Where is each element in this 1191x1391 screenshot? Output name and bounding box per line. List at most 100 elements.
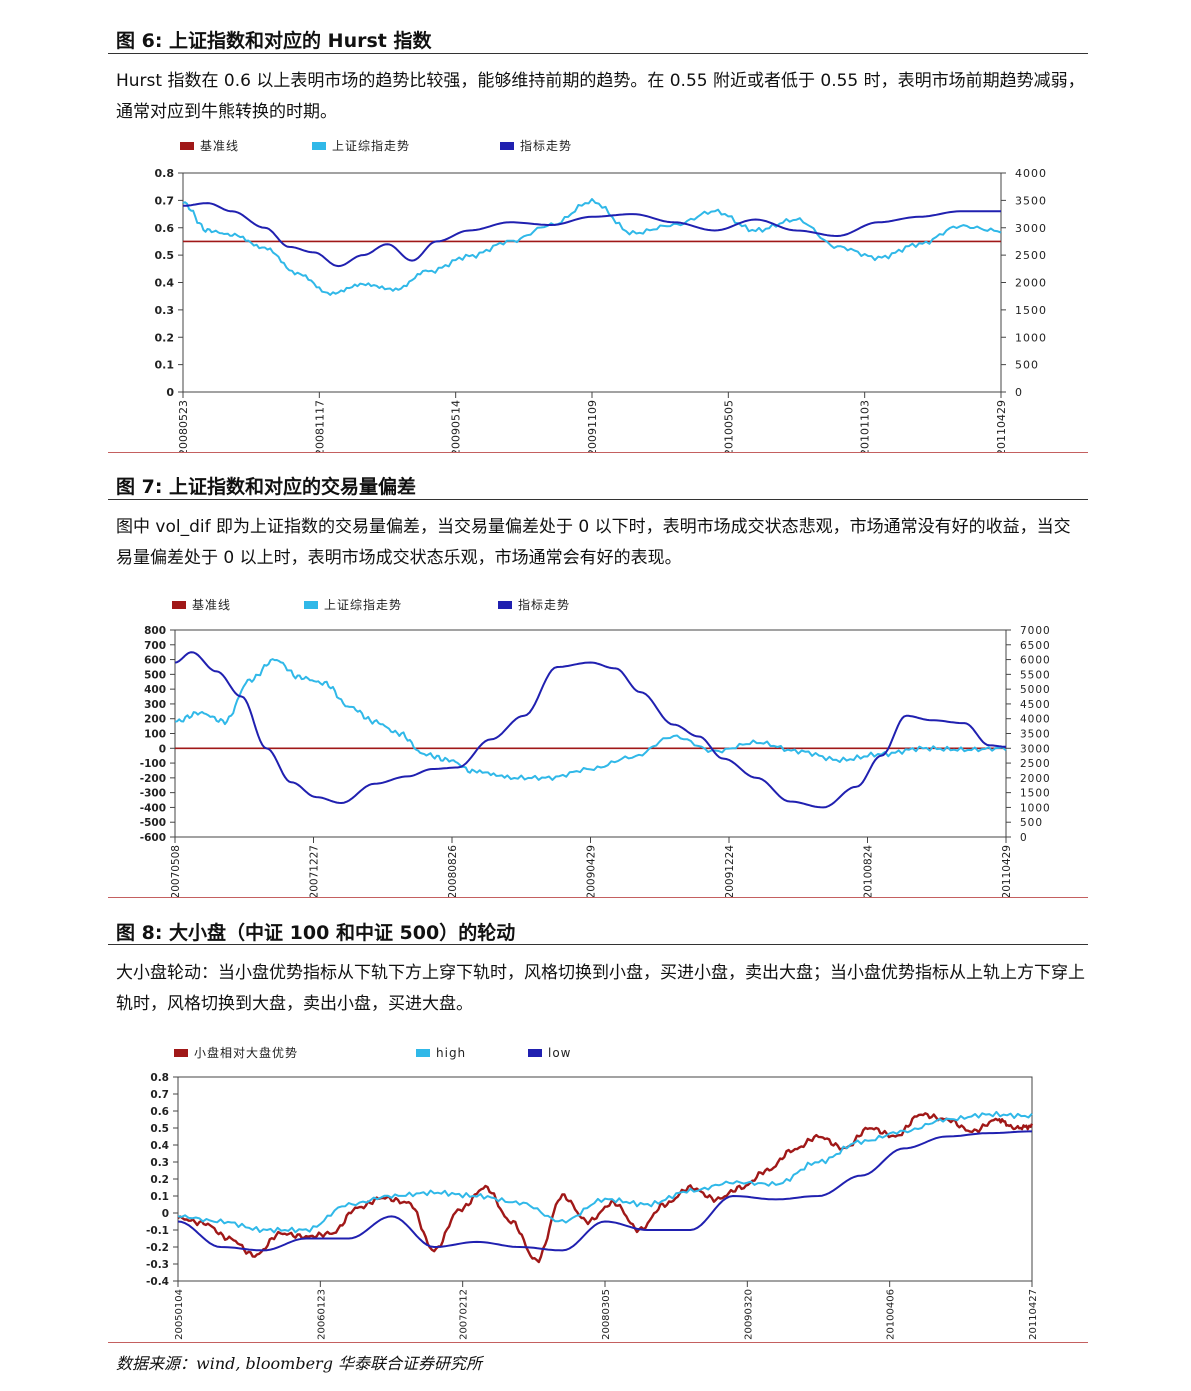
x-tick-label: 20090320 xyxy=(743,1289,754,1340)
figure-6-bottom-rule xyxy=(108,452,1088,453)
y-right-tick-label: 4500 xyxy=(1020,699,1051,711)
legend-label-0: 基准线 xyxy=(200,139,239,153)
x-tick-label: 20071227 xyxy=(309,845,321,898)
y-left-tick-label: -300 xyxy=(140,788,166,800)
y-left-tick-label: 0.3 xyxy=(155,304,175,317)
y-left-tick-label: 0 xyxy=(166,386,174,399)
y-right-tick-label: 3000 xyxy=(1015,222,1047,235)
series-line-1 xyxy=(182,198,1002,296)
x-tick-label: 20080523 xyxy=(177,400,190,452)
legend-label-1: 上证综指走势 xyxy=(332,138,410,153)
legend-label-2: low xyxy=(548,1046,572,1060)
x-tick-label: 20050104 xyxy=(174,1289,185,1340)
y-left-tick-label: -200 xyxy=(140,773,166,785)
data-source-note: 数据来源：wind, bloomberg 华泰联合证券研究所 xyxy=(116,1354,483,1373)
x-tick-label: 20080305 xyxy=(601,1289,612,1340)
y-right-tick-label: 500 xyxy=(1020,817,1043,829)
volume-deviation-chart: 基准线 上证综指走势 指标走势8007006005004003002001000-1… xyxy=(140,597,1051,898)
y-left-tick-label: 0 xyxy=(162,1208,169,1220)
y-right-tick-label: 3500 xyxy=(1020,729,1051,741)
y-left-tick-label: 0.1 xyxy=(150,1191,169,1203)
y-left-tick-label: -0.3 xyxy=(146,1259,169,1271)
y-left-tick-label: -0.1 xyxy=(146,1225,169,1237)
y-right-tick-label: 0 xyxy=(1020,832,1028,844)
x-tick-label: 20110427 xyxy=(1028,1289,1039,1340)
legend-swatch-1 xyxy=(304,601,318,609)
y-left-tick-label: 700 xyxy=(144,640,166,652)
y-right-tick-label: 6500 xyxy=(1020,640,1051,652)
series-line-1 xyxy=(177,1110,1033,1234)
y-left-tick-label: 800 xyxy=(144,625,166,637)
y-left-tick-label: -400 xyxy=(140,802,166,814)
y-right-tick-label: 2000 xyxy=(1015,277,1047,290)
size-rotation-chart: 小盘相对大盘优势 high low 0.8 0.7 0.6 0.5 0.4 0.3 0.2 0.1 0… xyxy=(146,1045,1039,1340)
plot-frame xyxy=(182,172,1002,393)
figure-8-title-rule xyxy=(108,944,1088,945)
x-tick-label: 20060123 xyxy=(316,1289,327,1340)
figure-8-title: 图 8: 大小盘（中证 100 和中证 500）的轮动 xyxy=(116,922,516,944)
legend-swatch-0 xyxy=(174,1049,188,1057)
y-right-tick-label: 3500 xyxy=(1015,194,1047,207)
y-left-tick-label: -500 xyxy=(140,817,166,829)
x-tick-label: 20100406 xyxy=(886,1289,897,1340)
y-left-tick-label: 0.4 xyxy=(150,1140,169,1152)
x-tick-label: 20090429 xyxy=(586,845,598,898)
series-line-2 xyxy=(177,1130,1032,1252)
y-left-tick-label: 100 xyxy=(144,729,166,741)
series-line-2 xyxy=(174,651,1006,809)
y-right-tick-label: 2000 xyxy=(1020,773,1051,785)
y-right-tick-label: 2500 xyxy=(1015,249,1047,262)
figure-6-title: 图 6: 上证指数和对应的 Hurst 指数 xyxy=(116,30,432,52)
x-tick-label: 20081117 xyxy=(313,400,326,452)
y-right-tick-label: 1000 xyxy=(1015,331,1047,344)
y-left-tick-label: 0.7 xyxy=(155,194,175,207)
y-right-tick-label: 3000 xyxy=(1020,743,1051,755)
x-tick-label: 20100505 xyxy=(722,400,735,452)
x-tick-label: 20090514 xyxy=(450,400,463,452)
y-left-tick-label: 0 xyxy=(159,743,166,755)
y-right-tick-label: 4000 xyxy=(1020,714,1051,726)
page-bottom-rule xyxy=(108,1342,1088,1343)
y-left-tick-label: 0.7 xyxy=(150,1089,169,1101)
y-left-tick-label: -0.2 xyxy=(146,1242,169,1254)
y-left-tick-label: 0.5 xyxy=(150,1123,169,1135)
legend-label-2: 指标走势 xyxy=(518,597,570,612)
x-tick-label: 20091109 xyxy=(586,400,599,452)
y-right-tick-label: 2500 xyxy=(1020,758,1051,770)
y-right-tick-label: 5500 xyxy=(1020,669,1051,681)
legend-label-0: 小盘相对大盘优势 xyxy=(194,1045,298,1060)
plot-frame xyxy=(177,1076,1033,1282)
x-tick-label: 20080826 xyxy=(447,845,459,898)
legend-swatch-0 xyxy=(180,142,194,150)
y-left-tick-label: 300 xyxy=(144,699,166,711)
x-tick-label: 20110429 xyxy=(995,400,1008,452)
y-left-tick-label: 0.2 xyxy=(150,1174,169,1186)
y-left-tick-label: 0.6 xyxy=(150,1106,169,1118)
y-right-tick-label: 6000 xyxy=(1020,655,1051,667)
y-right-tick-label: 7000 xyxy=(1020,625,1051,637)
legend-label-0: 基准线 xyxy=(192,598,231,612)
y-left-tick-label: 0.1 xyxy=(155,359,175,372)
y-left-tick-label: 0.3 xyxy=(150,1157,169,1169)
y-left-tick-label: -0.4 xyxy=(146,1276,169,1288)
figure-6-title-rule xyxy=(108,53,1088,54)
y-left-tick-label: 200 xyxy=(144,714,166,726)
y-left-tick-label: -600 xyxy=(140,832,166,844)
legend-label-2: 指标走势 xyxy=(520,138,572,153)
y-left-tick-label: 0.5 xyxy=(155,249,175,262)
series-line-2 xyxy=(183,202,1001,268)
y-left-tick-label: 400 xyxy=(144,684,166,696)
legend-swatch-0 xyxy=(172,601,186,609)
legend-swatch-1 xyxy=(312,142,326,150)
legend-label-1: 上证综指走势 xyxy=(324,597,402,612)
y-left-tick-label: 0.4 xyxy=(155,277,175,290)
series-line-1 xyxy=(174,658,1007,781)
x-tick-label: 20100824 xyxy=(863,845,875,898)
y-left-tick-label: 500 xyxy=(144,669,166,681)
y-right-tick-label: 1000 xyxy=(1020,802,1051,814)
y-right-tick-label: 0 xyxy=(1015,386,1023,399)
legend-swatch-1 xyxy=(416,1049,430,1057)
figure-7-description: 图中 vol_dif 即为上证指数的交易量偏差，当交易量偏差处于 0 以下时，表… xyxy=(116,517,1071,568)
y-right-tick-label: 5000 xyxy=(1020,684,1051,696)
legend-swatch-2 xyxy=(500,142,514,150)
